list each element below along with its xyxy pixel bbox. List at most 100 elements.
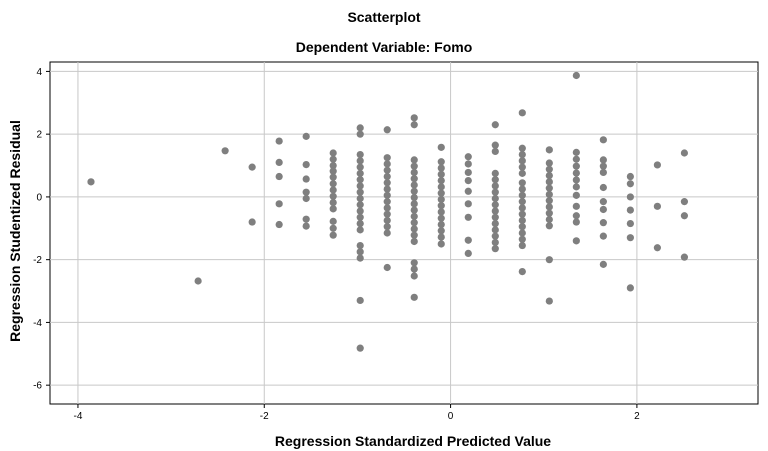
data-point — [545, 146, 553, 154]
data-point — [572, 148, 580, 156]
data-point — [518, 235, 526, 243]
y-tick-label: -2 — [33, 255, 42, 266]
data-point — [356, 207, 364, 215]
data-point — [383, 191, 391, 199]
data-point — [437, 177, 445, 185]
data-point — [356, 188, 364, 196]
data-point — [329, 217, 337, 225]
chart-subtitle: Dependent Variable: Fomo — [296, 39, 473, 55]
y-tick-label: 4 — [36, 67, 42, 78]
data-point — [491, 245, 499, 253]
data-point — [518, 157, 526, 165]
data-point — [572, 237, 580, 245]
data-point — [383, 263, 391, 272]
data-point — [302, 161, 310, 169]
data-point — [572, 191, 580, 199]
data-point — [599, 232, 607, 240]
data-point — [545, 297, 553, 305]
data-point — [518, 210, 526, 218]
data-point — [383, 179, 391, 187]
data-point — [329, 149, 337, 157]
data-point — [329, 192, 337, 200]
data-point — [572, 176, 580, 184]
tick-labels: -4 -2 0 2 4 2 0 -2 -4 -6 — [33, 67, 640, 422]
data-point — [356, 254, 364, 262]
data-point — [356, 201, 364, 209]
data-point — [572, 169, 580, 177]
data-point — [356, 176, 364, 184]
data-point — [356, 194, 364, 203]
data-point — [599, 219, 607, 227]
data-point — [626, 234, 634, 242]
data-point — [626, 284, 634, 292]
data-point — [491, 238, 499, 247]
data-point — [518, 223, 526, 231]
data-point — [356, 296, 364, 305]
data-point — [329, 173, 337, 181]
data-point — [680, 253, 689, 261]
data-point — [383, 216, 391, 225]
data-point — [437, 214, 445, 222]
plot-border — [49, 61, 759, 405]
data-point — [572, 155, 580, 163]
data-point — [518, 185, 526, 193]
data-point — [518, 191, 526, 199]
data-point — [383, 198, 391, 206]
data-point — [518, 204, 526, 212]
data-point — [572, 218, 580, 226]
data-point — [626, 219, 634, 228]
data-point — [626, 180, 634, 188]
data-point — [491, 226, 499, 234]
data-point — [383, 172, 391, 181]
data-point — [572, 71, 580, 80]
data-point — [545, 203, 553, 211]
data-point — [518, 267, 526, 276]
data-point — [599, 205, 607, 214]
data-point — [518, 179, 526, 187]
data-point — [545, 209, 553, 217]
data-point — [329, 198, 337, 207]
data-point — [410, 193, 418, 202]
data-point — [383, 185, 391, 193]
data-point — [599, 168, 607, 177]
data-point — [545, 190, 553, 199]
data-point — [437, 233, 445, 241]
data-point — [545, 178, 553, 186]
data-point — [626, 193, 634, 201]
x-tick-label: 0 — [448, 411, 454, 422]
data-point — [87, 178, 95, 186]
data-point — [572, 183, 580, 191]
data-point — [545, 197, 553, 205]
data-point — [518, 241, 526, 250]
data-point — [329, 180, 337, 188]
data-point — [680, 198, 689, 206]
data-point — [275, 200, 283, 208]
data-point — [410, 206, 418, 214]
data-point — [275, 137, 283, 145]
data-point — [356, 163, 364, 171]
data-point — [518, 163, 526, 171]
data-point — [410, 231, 418, 239]
data-point — [518, 229, 526, 237]
data-point — [410, 121, 418, 129]
data-point — [356, 241, 364, 250]
data-point — [248, 218, 256, 226]
data-point — [275, 158, 283, 167]
data-point — [248, 163, 256, 171]
data-point — [383, 229, 391, 237]
y-tick-label: 2 — [36, 130, 42, 141]
data-point — [491, 213, 499, 221]
data-point — [599, 260, 607, 268]
data-point — [356, 124, 364, 132]
data-point — [221, 147, 229, 155]
data-point — [545, 159, 553, 167]
data-point — [464, 213, 472, 221]
data-point — [329, 224, 337, 232]
data-point — [410, 114, 418, 122]
data-point — [356, 157, 364, 165]
data-point — [410, 162, 418, 170]
data-point — [356, 169, 364, 177]
data-point — [410, 293, 418, 301]
data-point — [464, 236, 472, 244]
